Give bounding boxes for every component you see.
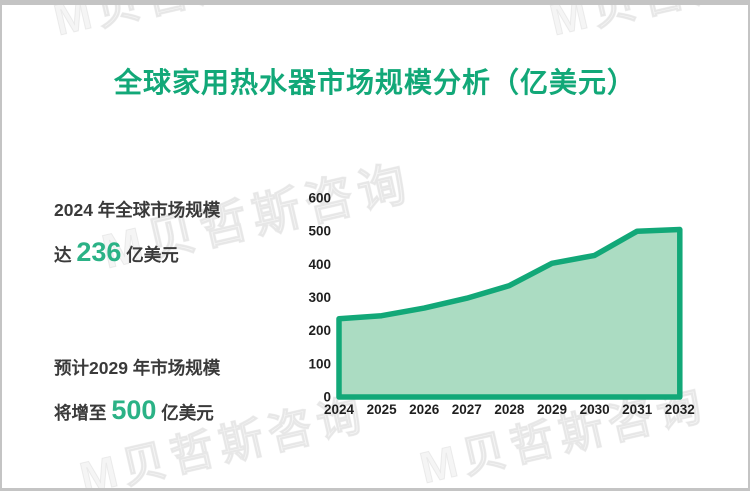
page-title: 全球家用热水器市场规模分析（亿美元） — [113, 67, 636, 98]
x-axis-tick-label: 2029 — [537, 402, 567, 417]
area-chart-canvas: 0 100 200 300 400 500 600 2024 2025 2026 2027 2028 2… — [308, 191, 695, 418]
stat-suffix: 亿美元 — [121, 245, 179, 265]
stat-prefix: 将增至 — [54, 403, 112, 423]
x-axis-tick-label: 2024 — [324, 402, 355, 417]
stat-value-line: 将增至 500 亿美元 — [54, 395, 220, 428]
stat-block-2029: 预计2029 年市场规模 将增至 500 亿美元 — [54, 357, 220, 428]
x-axis-tick-label: 2025 — [367, 402, 398, 417]
y-axis-tick-label: 600 — [308, 191, 331, 206]
stat-caption: 2024 年全球市场规模 — [54, 200, 221, 220]
x-axis-tick-label: 2032 — [665, 402, 695, 417]
y-axis-tick-label: 300 — [308, 290, 331, 305]
x-axis-tick-label: 2030 — [580, 402, 610, 417]
y-axis-tick-label: 0 — [323, 390, 331, 405]
x-axis-tick-label: 2027 — [452, 402, 482, 417]
y-axis-tick-label: 400 — [308, 257, 331, 272]
stat-value: 500 — [111, 395, 157, 425]
y-axis-tick-label: 100 — [308, 356, 331, 371]
market-size-area-series — [336, 226, 683, 400]
stat-block-2024: 2024 年全球市场规模 达 236 亿美元 — [54, 199, 220, 270]
x-axis-tick-label: 2028 — [494, 402, 525, 417]
stat-value-line: 达 236 亿美元 — [54, 237, 220, 270]
stat-caption: 预计2029 年市场规模 — [54, 358, 221, 378]
stat-prefix: 达 — [54, 245, 77, 265]
stat-suffix: 亿美元 — [156, 403, 214, 423]
x-axis-tick-label: 2031 — [622, 402, 653, 417]
y-axis-tick-label: 200 — [308, 323, 331, 338]
stat-value: 236 — [76, 237, 122, 267]
x-axis-tick-label: 2026 — [409, 402, 440, 417]
watermark: M贝哲斯咨询 — [543, 5, 748, 48]
y-axis-tick-label: 500 — [308, 224, 331, 239]
watermark: M贝哲斯咨询 — [47, 5, 347, 48]
market-size-area-chart: 0 100 200 300 400 500 600 2024 2025 2026 2027 2028 2… — [300, 185, 710, 425]
